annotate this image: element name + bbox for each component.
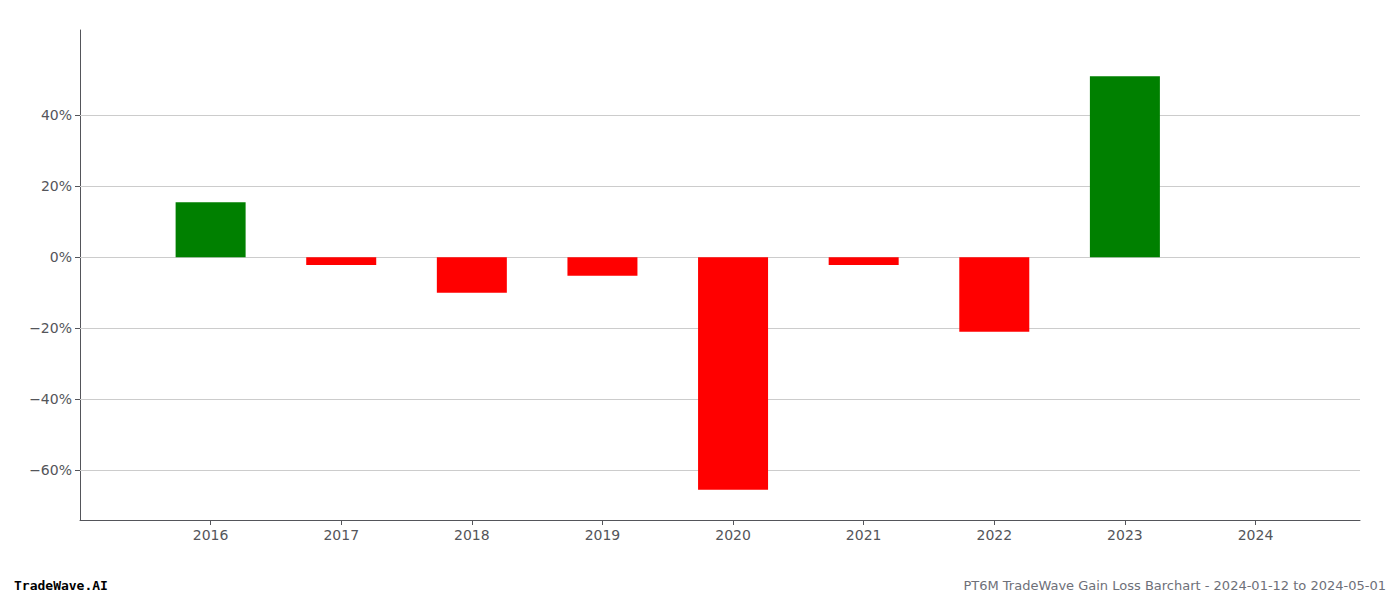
svg-text:−60%: −60% <box>29 462 72 478</box>
svg-text:2022: 2022 <box>976 527 1012 543</box>
svg-text:40%: 40% <box>41 107 72 123</box>
svg-text:2016: 2016 <box>193 527 229 543</box>
svg-text:2018: 2018 <box>454 527 490 543</box>
svg-text:−40%: −40% <box>29 391 72 407</box>
svg-text:−20%: −20% <box>29 320 72 336</box>
svg-text:2024: 2024 <box>1238 527 1274 543</box>
svg-text:0%: 0% <box>50 249 72 265</box>
svg-text:2023: 2023 <box>1107 527 1143 543</box>
svg-text:2020: 2020 <box>715 527 751 543</box>
svg-text:20%: 20% <box>41 178 72 194</box>
svg-text:2021: 2021 <box>846 527 882 543</box>
svg-text:2019: 2019 <box>585 527 621 543</box>
svg-text:PT6M TradeWave Gain Loss Barch: PT6M TradeWave Gain Loss Barchart - 2024… <box>963 578 1386 593</box>
svg-text:TradeWave.AI: TradeWave.AI <box>14 578 108 593</box>
svg-text:2017: 2017 <box>323 527 359 543</box>
